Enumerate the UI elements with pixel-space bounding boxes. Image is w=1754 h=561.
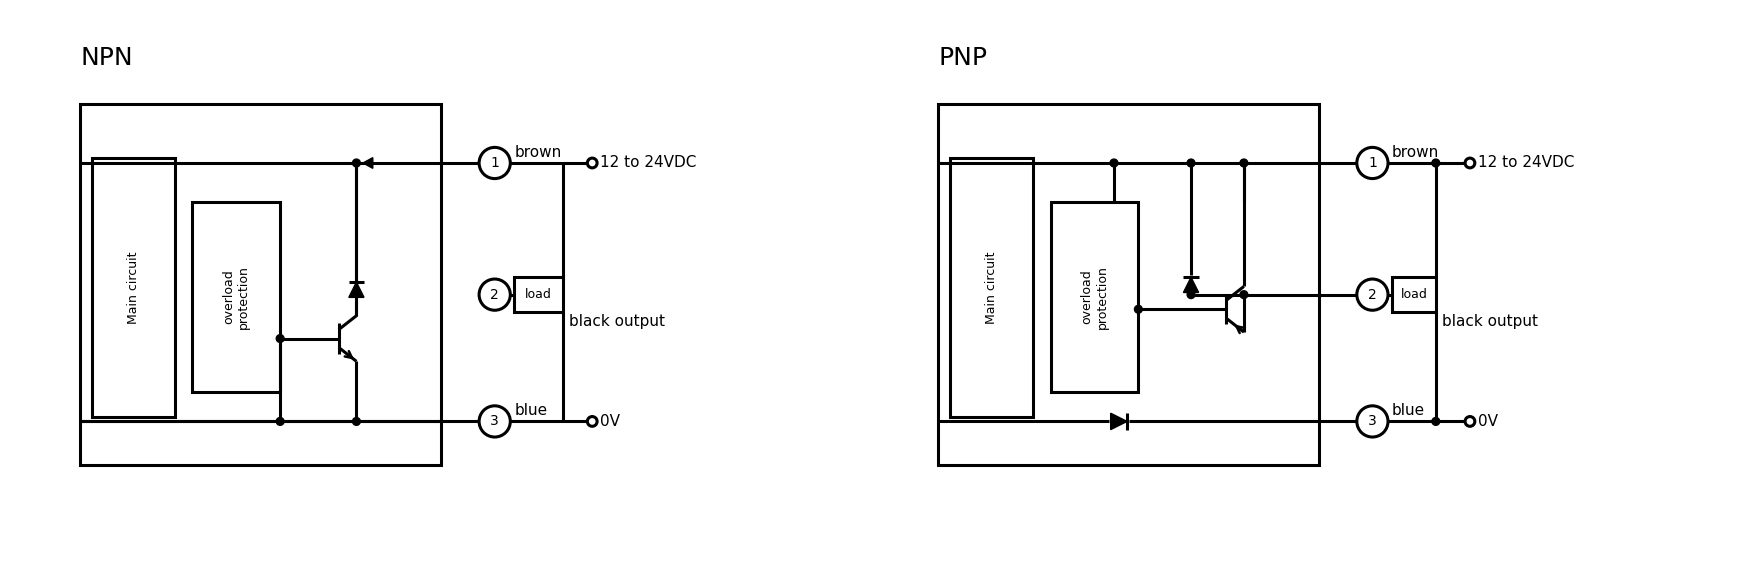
Text: black output: black output [1442,314,1538,329]
Polygon shape [1110,413,1128,430]
Circle shape [1431,159,1440,167]
Text: overload
protection: overload protection [223,265,251,329]
Text: 2: 2 [1368,288,1377,302]
Bar [938,104,1319,465]
Circle shape [479,406,510,437]
Text: 3: 3 [491,415,500,429]
Text: black output: black output [568,314,665,329]
Text: Main circuit: Main circuit [126,251,140,324]
Circle shape [1187,159,1194,167]
Circle shape [479,279,510,310]
Circle shape [1358,148,1387,178]
Text: blue: blue [514,403,547,419]
Polygon shape [349,282,365,297]
Text: 12 to 24VDC: 12 to 24VDC [600,155,696,171]
Text: overload
protection: overload protection [1080,265,1109,329]
Text: Main circuit: Main circuit [986,251,998,324]
Circle shape [1358,279,1387,310]
Bar [1393,277,1437,312]
Circle shape [1465,417,1475,426]
Circle shape [479,148,510,178]
Text: 1: 1 [1368,156,1377,170]
Text: brown: brown [1393,145,1440,160]
Bar [81,104,440,465]
Text: blue: blue [1393,403,1424,419]
Circle shape [353,417,360,425]
Text: 0V: 0V [1479,414,1498,429]
Circle shape [1187,291,1194,298]
Circle shape [1135,305,1142,313]
Text: 0V: 0V [600,414,619,429]
Text: 12 to 24VDC: 12 to 24VDC [1479,155,1573,171]
Circle shape [1240,291,1247,298]
Circle shape [1358,406,1387,437]
Circle shape [1110,159,1117,167]
Circle shape [588,417,596,426]
Bar [514,277,563,312]
Text: NPN: NPN [81,46,133,70]
Bar [951,158,1033,417]
Circle shape [275,334,284,342]
Circle shape [1431,417,1440,425]
Text: 3: 3 [1368,415,1377,429]
Text: PNP: PNP [938,46,988,70]
Text: load: load [1400,288,1428,301]
Text: 2: 2 [491,288,500,302]
Bar [193,202,281,392]
Polygon shape [363,158,374,168]
Circle shape [353,159,360,167]
Text: load: load [524,288,553,301]
Polygon shape [1184,277,1198,292]
Bar [1051,202,1138,392]
Text: 1: 1 [491,156,500,170]
Circle shape [588,158,596,168]
Circle shape [275,417,284,425]
Circle shape [1240,159,1247,167]
Circle shape [1465,158,1475,168]
Text: brown: brown [514,145,561,160]
Bar [91,158,175,417]
